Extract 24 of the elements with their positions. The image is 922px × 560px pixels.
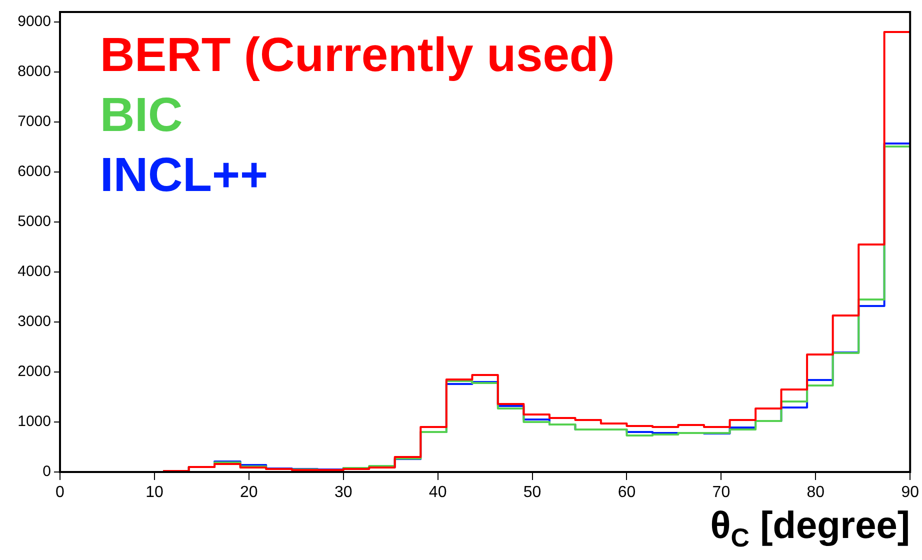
y-tick-label: 9000: [18, 13, 51, 30]
y-tick-label: 4000: [18, 263, 51, 280]
y-tick-label: 7000: [18, 113, 51, 130]
x-tick-label: 80: [806, 484, 825, 502]
y-tick-label: 6000: [18, 163, 51, 180]
x-tick-label: 0: [56, 484, 65, 502]
y-tick-label: 2000: [18, 363, 51, 380]
x-axis-title: θ$_{C}$ [degree]: [710, 505, 910, 554]
x-tick-label: 30: [334, 484, 352, 502]
x-tick-label: 70: [712, 484, 730, 502]
x-tick-label: 20: [240, 484, 258, 502]
x-tick-label: 40: [428, 484, 447, 502]
x-tick-label: 50: [523, 484, 542, 502]
x-tick-label: 60: [618, 484, 636, 502]
y-tick-label: 0: [42, 463, 51, 480]
text: BERT (Currently used): [100, 29, 615, 82]
x-tick-label: 90: [901, 484, 920, 502]
y-tick-label: 8000: [18, 63, 51, 80]
text: INCL++: [100, 149, 268, 202]
y-tick-label: 5000: [18, 213, 51, 230]
y-tick-label: 1000: [18, 413, 51, 430]
y-tick-label: 3000: [18, 313, 51, 330]
x-tick-label: 10: [146, 484, 164, 502]
text: BIC: [100, 89, 183, 142]
